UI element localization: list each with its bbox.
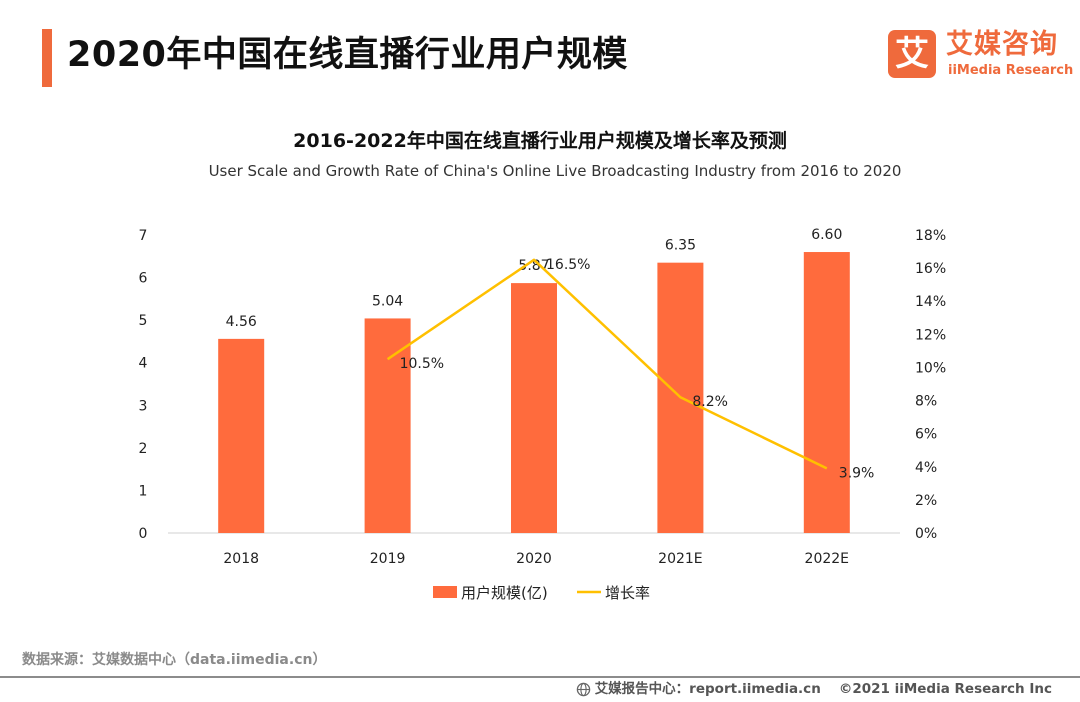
x-tick-label: 2020 (516, 551, 552, 567)
bar (511, 283, 557, 533)
bar-value-label: 5.87 (518, 258, 549, 274)
y-right-tick-label: 6% (915, 427, 937, 443)
y-right-tick-label: 14% (915, 294, 946, 310)
bar (218, 338, 265, 533)
y-left-tick-label: 5 (139, 313, 148, 329)
page-title: 2020年中国在线直播行业用户规模 (67, 35, 628, 75)
y-right-tick-label: 16% (915, 261, 946, 277)
bar-value-label: 6.35 (665, 238, 696, 254)
x-tick-label: 2019 (370, 551, 406, 567)
y-left-tick-label: 6 (139, 271, 148, 287)
y-right-tick-label: 12% (915, 327, 946, 343)
growth-rate-line (386, 258, 828, 470)
line-value-label: 8.2% (692, 394, 728, 410)
y-left-tick-label: 2 (139, 441, 148, 457)
logo-chinese-text: 艾媒咨询 (946, 29, 1058, 60)
report-center-link: 艾媒报告中心：report.iimedia.cn (594, 681, 821, 697)
footer-credits: 艾媒报告中心：report.iimedia.cn ©2021 iiMedia R… (576, 679, 1052, 699)
logo-mark: 艾 (888, 30, 936, 78)
data-source-note: 数据来源：艾媒数据中心（data.iimedia.cn） (22, 652, 327, 668)
chart-subtitle: User Scale and Growth Rate of China's On… (208, 162, 902, 180)
y-left-tick-label: 0 (139, 526, 148, 542)
bar-value-label: 6.60 (811, 227, 842, 243)
line-value-label: 3.9% (839, 465, 875, 481)
footer-divider (0, 676, 1080, 678)
line-value-label: 16.5% (546, 257, 590, 273)
line-value-label: 10.5% (400, 356, 444, 372)
y-right-tick-label: 8% (915, 394, 937, 410)
bar-value-label: 4.56 (226, 314, 257, 330)
y-right-tick-label: 4% (915, 460, 937, 476)
y-left-tick-label: 7 (139, 228, 148, 244)
copyright-text: ©2021 iiMedia Research Inc (838, 681, 1052, 697)
y-right-tick-label: 2% (915, 493, 937, 509)
title-accent-bar (42, 29, 52, 87)
y-right-tick-label: 18% (915, 228, 946, 244)
x-tick-label: 2022E (805, 551, 849, 567)
y-left-tick-label: 1 (139, 483, 148, 499)
globe-icon (576, 682, 590, 696)
logo-english-text: iiMedia Research (948, 63, 1074, 78)
iimedia-logo: 艾 艾媒咨询 iiMedia Research (888, 29, 1073, 82)
bar (803, 252, 850, 533)
y-left-tick-label: 4 (139, 356, 148, 372)
bar (364, 318, 411, 533)
y-right-tick-label: 0% (915, 526, 937, 542)
x-tick-label: 2018 (223, 551, 259, 567)
y-left-tick-label: 3 (139, 398, 148, 414)
chart-title: 2016-2022年中国在线直播行业用户规模及增长率及预测 (293, 130, 787, 152)
legend-bar-label: 用户规模(亿) (461, 584, 548, 602)
x-tick-label: 2021E (658, 551, 702, 567)
y-right-tick-label: 10% (915, 360, 946, 376)
legend-bar-swatch (433, 586, 457, 598)
bar-value-label: 5.04 (372, 293, 403, 309)
legend-line-label: 增长率 (605, 584, 650, 602)
